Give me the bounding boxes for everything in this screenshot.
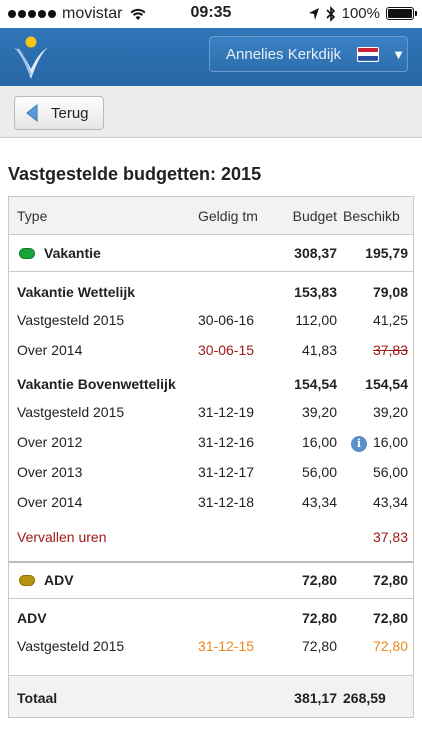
page-title: Vastgestelde budgetten: 2015 [8, 164, 262, 184]
row-available: 72,80 [372, 638, 408, 654]
divider [9, 561, 413, 563]
total-budget: 381,17 [294, 690, 337, 706]
subgroup-label: Vakantie Bovenwettelijk [17, 376, 176, 392]
status-bar: movistar 09:35 100% [0, 0, 422, 28]
group-label: ADV [44, 572, 74, 588]
table-header: Type Geldig tm Budget Beschikb [9, 197, 413, 235]
row-available: 41,25 [372, 312, 408, 328]
battery-icon [386, 7, 417, 20]
col-type: Type [17, 208, 48, 224]
group-budget: 308,37 [294, 245, 337, 261]
info-icon[interactable]: i [351, 434, 367, 452]
row-type: Over 2012 [17, 434, 83, 450]
row-type: Vastgesteld 2015 [17, 312, 125, 328]
wifi-icon [130, 8, 146, 20]
subgroup-label: Vakantie Wettelijk [17, 284, 136, 300]
row-type: Over 2014 [17, 342, 83, 358]
clock: 09:35 [190, 4, 232, 21]
bluetooth-icon [326, 5, 335, 22]
toolbar: Terug [0, 86, 422, 138]
subgroup-available: 72,80 [372, 610, 408, 626]
nl-flag-icon [357, 46, 380, 62]
subgroup-label: ADV [17, 610, 47, 626]
row-budget: 39,20 [301, 404, 337, 420]
col-budget: Budget [292, 208, 337, 224]
app-header: Annelies Kerkdijk ▼ [0, 28, 422, 86]
divider [9, 271, 413, 272]
total-available: 268,59 [343, 690, 386, 706]
yellow-status-icon [19, 574, 35, 586]
col-available: Beschikb [343, 208, 400, 224]
row-type: Vastgesteld 2015 [17, 638, 125, 654]
budget-table[interactable]: Type Geldig tm Budget Beschikb Vakantie … [8, 196, 414, 718]
row-valid: 31-12-19 [198, 404, 255, 420]
group-label: Vakantie [44, 245, 101, 261]
row-budget: 43,34 [301, 494, 337, 510]
row-type: Vastgesteld 2015 [17, 404, 125, 420]
green-status-icon [19, 247, 35, 259]
carrier-label: movistar [62, 5, 123, 22]
divider [9, 598, 413, 599]
row-available: 39,20 [372, 404, 408, 420]
user-name: Annelies Kerkdijk [226, 45, 342, 63]
col-valid-until: Geldig tm [198, 208, 258, 224]
row-available: 37,83 [372, 342, 408, 358]
expired-label: Vervallen uren [17, 529, 107, 545]
group-available: 72,80 [372, 572, 408, 588]
row-budget: 41,83 [301, 342, 337, 358]
row-valid: 31-12-18 [198, 494, 255, 510]
back-label: Terug [51, 104, 89, 122]
subgroup-budget: 153,83 [294, 284, 337, 300]
row-budget: 72,80 [301, 638, 337, 654]
subgroup-budget: 72,80 [301, 610, 337, 626]
row-valid: 31-12-15 [198, 638, 255, 654]
subgroup-available: 154,54 [365, 376, 408, 392]
back-arrow-icon [26, 103, 38, 123]
location-arrow-icon [308, 7, 319, 20]
subgroup-budget: 154,54 [294, 376, 337, 392]
group-budget: 72,80 [301, 572, 337, 588]
total-row: Totaal 381,17 268,59 [9, 675, 413, 717]
subgroup-available: 79,08 [372, 284, 408, 300]
user-selector[interactable]: Annelies Kerkdijk ▼ [209, 36, 408, 72]
row-available: 43,34 [372, 494, 408, 510]
app-logo-icon[interactable] [10, 35, 52, 83]
battery-percent: 100% [341, 5, 380, 22]
row-budget: 112,00 [295, 312, 337, 328]
group-available: 195,79 [365, 245, 408, 261]
back-button[interactable]: Terug [14, 96, 104, 130]
row-valid: 31-12-17 [198, 464, 255, 480]
signal-dots-icon [8, 10, 56, 18]
row-valid: 31-12-16 [198, 434, 255, 450]
row-available: 56,00 [372, 464, 408, 480]
row-valid: 30-06-16 [198, 312, 255, 328]
row-valid: 30-06-15 [198, 342, 255, 358]
total-label: Totaal [17, 690, 58, 706]
chevron-down-icon: ▼ [392, 46, 405, 62]
expired-available: 37,83 [372, 529, 408, 545]
row-budget: 16,00 [301, 434, 337, 450]
row-budget: 56,00 [301, 464, 337, 480]
row-type: Over 2013 [17, 464, 83, 480]
row-available: 16,00 [372, 434, 408, 450]
row-type: Over 2014 [17, 494, 83, 510]
